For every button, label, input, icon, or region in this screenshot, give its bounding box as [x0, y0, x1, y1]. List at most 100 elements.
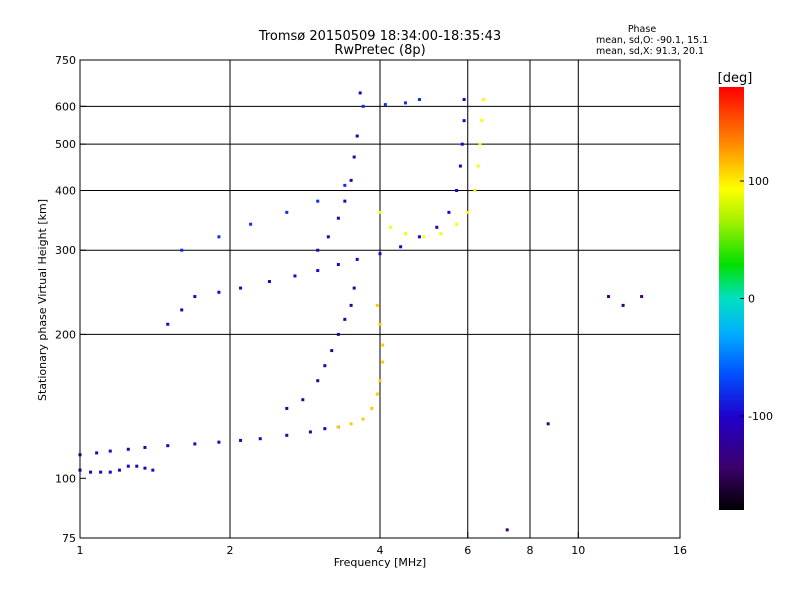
x-tick-label: 16: [673, 544, 687, 557]
colorbar-label: [deg]: [718, 71, 753, 86]
data-point: [466, 210, 470, 214]
data-point: [151, 468, 155, 472]
data-point: [389, 225, 393, 229]
phase-box-x-mode: mean, sd,X: 91.3, 20.1: [596, 46, 704, 57]
chart-subtitle: RwPretec (8p): [334, 43, 425, 58]
colorbar-tick-label: -100: [748, 410, 773, 423]
data-point: [349, 178, 353, 182]
data-point: [239, 438, 243, 442]
data-point: [455, 188, 459, 192]
data-point: [217, 290, 221, 294]
data-point: [355, 257, 359, 261]
y-tick-label: 100: [55, 472, 76, 485]
data-point: [462, 98, 466, 102]
data-point: [358, 91, 362, 95]
data-point: [193, 295, 197, 299]
data-point: [399, 245, 403, 249]
x-tick-label: 2: [227, 544, 234, 557]
data-point: [355, 134, 359, 138]
y-axis-label: Stationary phase Virtual Height [km]: [36, 199, 49, 401]
data-point: [126, 464, 130, 468]
data-point: [480, 119, 484, 123]
data-points: [78, 91, 644, 532]
data-point: [378, 252, 382, 256]
data-point: [478, 142, 482, 146]
data-point: [403, 101, 407, 105]
data-point: [267, 280, 271, 284]
data-point: [361, 417, 365, 421]
colorbar-tick-label: 100: [748, 175, 769, 188]
data-point: [417, 98, 421, 102]
data-point: [352, 286, 356, 290]
data-point: [383, 103, 387, 107]
data-point: [546, 422, 550, 426]
x-tick-label: 8: [527, 544, 534, 557]
data-point: [316, 269, 320, 273]
data-point: [640, 295, 644, 299]
data-point: [239, 286, 243, 290]
data-point: [126, 447, 130, 451]
data-point: [108, 449, 112, 453]
colorbar-ticks: 100 0 -100: [740, 175, 773, 423]
data-point: [375, 303, 379, 307]
y-tick-label: 600: [55, 100, 76, 113]
data-point: [476, 164, 480, 168]
data-point: [285, 433, 289, 437]
phase-box-title: Phase: [628, 24, 657, 35]
phase-box-o-mode: mean, sd,O: -90.1, 15.1: [596, 35, 708, 46]
data-point: [621, 303, 625, 307]
data-point: [361, 104, 365, 108]
data-point: [375, 392, 379, 396]
data-point: [455, 222, 459, 226]
data-point: [417, 235, 421, 239]
data-point: [439, 232, 443, 236]
data-point: [217, 440, 221, 444]
data-point: [403, 232, 407, 236]
data-point: [460, 142, 464, 146]
data-point: [180, 248, 184, 252]
y-tick-label: 750: [55, 54, 76, 67]
data-point: [336, 332, 340, 336]
data-point: [166, 444, 170, 448]
data-point: [505, 528, 509, 532]
data-point: [285, 210, 289, 214]
data-point: [336, 216, 340, 220]
data-point: [323, 427, 327, 431]
data-point: [249, 222, 253, 226]
data-point: [316, 248, 320, 252]
data-point: [143, 466, 147, 470]
data-point: [422, 235, 426, 239]
data-point: [349, 422, 353, 426]
data-point: [336, 263, 340, 267]
x-axis-label: Frequency [MHz]: [334, 556, 426, 569]
data-point: [352, 155, 356, 159]
y-tick-label: 75: [62, 532, 76, 545]
data-point: [349, 303, 353, 307]
data-point: [381, 360, 385, 364]
data-point: [435, 225, 439, 229]
data-point: [447, 210, 451, 214]
data-point: [343, 317, 347, 321]
y-tick-label: 400: [55, 184, 76, 197]
data-point: [217, 235, 221, 239]
data-point: [166, 322, 170, 326]
data-point: [258, 437, 262, 441]
chart-title: Tromsø 20150509 18:34:00-18:35:43: [258, 29, 501, 44]
data-point: [308, 430, 312, 434]
grid-lines: [80, 60, 680, 538]
data-point: [330, 349, 334, 353]
data-point: [343, 183, 347, 187]
data-point: [301, 398, 305, 402]
x-tick-label: 1: [77, 544, 84, 557]
data-point: [99, 470, 103, 474]
colorbar: [719, 87, 744, 510]
y-axis: 75 100 200 300 400 500 600 750: [55, 54, 86, 545]
data-point: [135, 464, 139, 468]
data-point: [381, 343, 385, 347]
data-point: [481, 98, 485, 102]
data-point: [326, 235, 330, 239]
data-point: [95, 451, 99, 455]
x-tick-label: 10: [571, 544, 585, 557]
y-tick-label: 300: [55, 244, 76, 257]
